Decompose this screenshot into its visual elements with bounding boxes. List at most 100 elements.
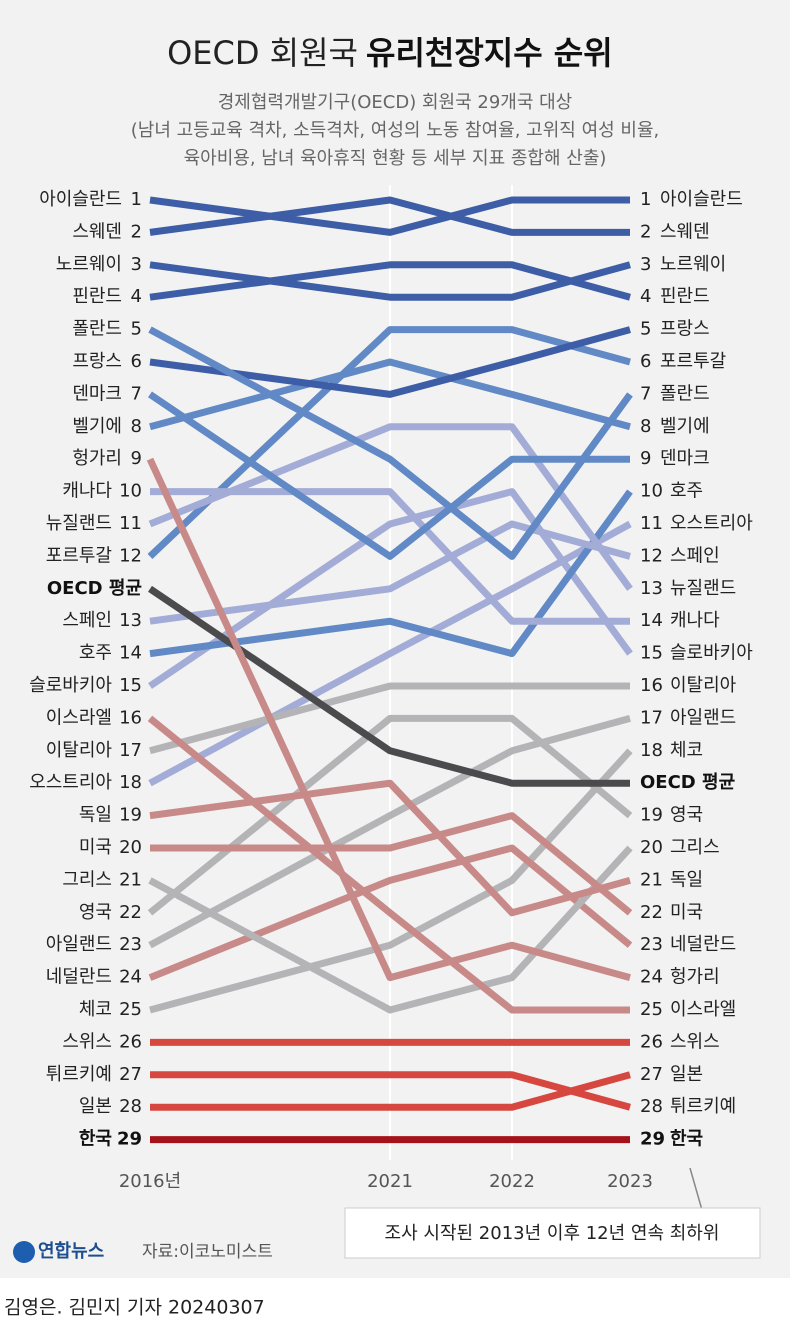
right-rank: 10 bbox=[640, 481, 663, 502]
right-rank: 15 bbox=[640, 643, 663, 664]
left-name: 아이슬란드 bbox=[39, 189, 122, 210]
left-rank: 2 bbox=[131, 221, 142, 242]
left-rank: 27 bbox=[119, 1064, 142, 1085]
right-rank: 18 bbox=[640, 740, 663, 761]
left-name: 체코 bbox=[79, 999, 112, 1020]
right-rank: 13 bbox=[640, 578, 663, 599]
x-tick-label: 2023 bbox=[607, 1171, 653, 1192]
right-rank: 17 bbox=[640, 707, 663, 728]
rank-line bbox=[149, 748, 633, 1014]
left-rank: 9 bbox=[131, 448, 142, 469]
right-name: 한국 bbox=[670, 1129, 703, 1150]
right-rank: 24 bbox=[640, 967, 663, 988]
left-name: 슬로바키아 bbox=[29, 675, 112, 696]
left-name: 포르투갈 bbox=[46, 545, 112, 566]
rank-line bbox=[148, 845, 633, 1014]
right-name: 덴마크 bbox=[660, 448, 710, 469]
rank-line bbox=[149, 326, 631, 398]
chart-title: OECD 회원국 bbox=[167, 34, 358, 72]
subtitle: 육아비용, 남녀 육아휴직 현황 등 세부 지표 종합해 산출) bbox=[184, 148, 607, 169]
right-name: 네덜란드 bbox=[670, 934, 736, 955]
right-name: 호주 bbox=[670, 481, 703, 502]
x-tick-label: 2016년 bbox=[119, 1171, 181, 1192]
left-name: 일본 bbox=[79, 1096, 112, 1117]
right-rank: 3 bbox=[640, 254, 651, 275]
right-name: 벨기에 bbox=[660, 416, 710, 437]
rank-line bbox=[148, 715, 631, 949]
right-rank: 19 bbox=[640, 805, 663, 826]
left-rank: 20 bbox=[119, 837, 142, 858]
right-rank: 4 bbox=[640, 286, 651, 307]
left-rank: 17 bbox=[119, 740, 142, 761]
right-rank: 26 bbox=[640, 1031, 663, 1052]
right-rank: 22 bbox=[640, 902, 663, 923]
left-name: 오스트리아 bbox=[29, 772, 112, 793]
rank-line bbox=[148, 585, 630, 787]
background bbox=[0, 0, 790, 1278]
left-name: 이스라엘 bbox=[46, 707, 112, 728]
rank-line bbox=[150, 812, 633, 916]
right-name: 이스라엘 bbox=[670, 999, 736, 1020]
left-rank: 18 bbox=[119, 772, 142, 793]
left-name: 헝가리 bbox=[72, 448, 122, 469]
right-rank: 28 bbox=[640, 1096, 663, 1117]
right-name: 헝가리 bbox=[670, 967, 720, 988]
left-rank: 29 bbox=[117, 1129, 142, 1150]
right-name: 아일랜드 bbox=[670, 707, 736, 728]
right-rank: 1 bbox=[640, 189, 651, 210]
x-tick-label: 2022 bbox=[489, 1171, 535, 1192]
right-name: 스페인 bbox=[670, 545, 720, 566]
right-name: 영국 bbox=[670, 805, 703, 826]
right-name: 오스트리아 bbox=[670, 513, 753, 534]
right-name: 뉴질랜드 bbox=[670, 578, 736, 599]
left-rank: 6 bbox=[131, 351, 142, 372]
left-rank: 11 bbox=[119, 513, 142, 534]
right-rank: 11 bbox=[640, 513, 663, 534]
left-name: 스위스 bbox=[62, 1031, 112, 1052]
left-name: OECD 평균 bbox=[47, 578, 142, 599]
left-name: 아일랜드 bbox=[46, 934, 112, 955]
left-rank: 12 bbox=[119, 545, 142, 566]
left-rank: 21 bbox=[119, 869, 142, 890]
right-rank: 8 bbox=[640, 416, 651, 437]
left-rank: 7 bbox=[131, 383, 142, 404]
left-rank: 23 bbox=[119, 934, 142, 955]
left-rank: 25 bbox=[119, 999, 142, 1020]
right-rank: 16 bbox=[640, 675, 663, 696]
right-name: 프랑스 bbox=[660, 319, 710, 340]
left-rank: 14 bbox=[119, 643, 142, 664]
right-name: 캐나다 bbox=[670, 610, 720, 631]
rank-line bbox=[149, 261, 631, 301]
right-rank: 5 bbox=[640, 319, 651, 340]
left-rank: 22 bbox=[119, 902, 142, 923]
right-rank: 27 bbox=[640, 1064, 663, 1085]
right-name: 그리스 bbox=[670, 837, 720, 858]
left-name: 미국 bbox=[79, 837, 112, 858]
left-name: 스웨덴 bbox=[72, 221, 122, 242]
left-rank: 13 bbox=[119, 610, 142, 631]
right-name: 튀르키예 bbox=[670, 1096, 736, 1117]
right-name: 폴란드 bbox=[660, 383, 710, 404]
source: 자료:이코노미스트 bbox=[142, 1242, 273, 1262]
logo-icon bbox=[13, 1241, 35, 1263]
right-name: 슬로바키아 bbox=[670, 643, 753, 664]
left-name: 이탈리아 bbox=[46, 740, 113, 761]
left-name: 그리스 bbox=[62, 869, 112, 890]
title: OECD 회원국 유리천장지수 순위 bbox=[167, 34, 613, 72]
left-rank: 24 bbox=[119, 967, 142, 988]
right-rank: 9 bbox=[640, 448, 651, 469]
right-rank: 20 bbox=[640, 837, 663, 858]
rank-line bbox=[149, 196, 630, 236]
left-name: 네덜란드 bbox=[46, 967, 112, 988]
right-name: 포르투갈 bbox=[660, 351, 726, 372]
rank-line bbox=[146, 457, 631, 982]
right-rank: 12 bbox=[640, 545, 663, 566]
left-rank: 5 bbox=[131, 319, 142, 340]
right-name: 일본 bbox=[670, 1064, 703, 1085]
left-name: 뉴질랜드 bbox=[46, 513, 112, 534]
note-box bbox=[344, 1207, 761, 1259]
right-name: 스웨덴 bbox=[660, 221, 710, 242]
